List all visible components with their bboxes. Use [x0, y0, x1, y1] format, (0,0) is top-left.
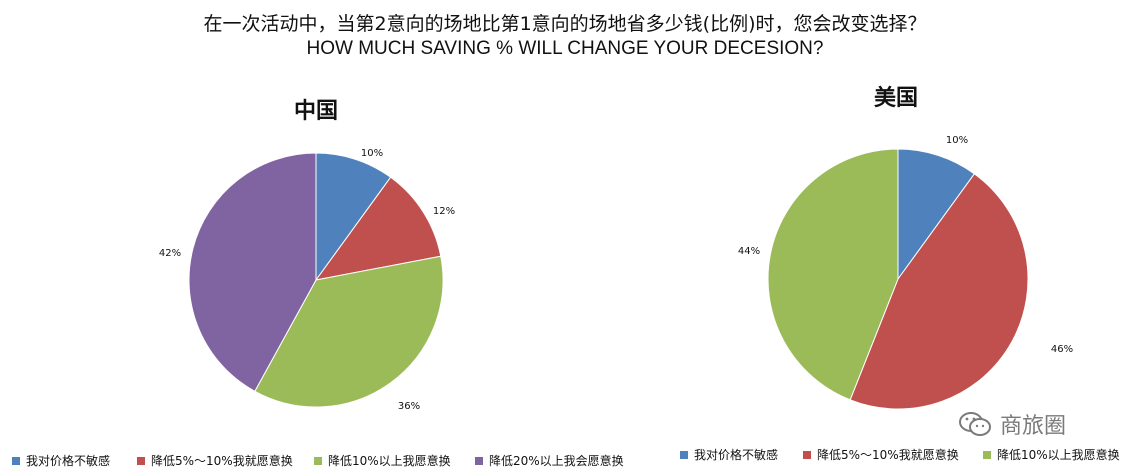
watermark-text: 商旅圈: [1000, 414, 1067, 439]
legend-item-0-2: 降低10%以上我愿意换: [314, 452, 451, 469]
legend-item-1-2: 降低10%以上我愿意换: [983, 446, 1120, 463]
data-label-0-2: 36%: [398, 401, 420, 412]
legend-label: 降低20%以上我会愿意换: [489, 454, 624, 468]
pie-slice-0-2: [254, 255, 444, 408]
pie-slice-1-2: [767, 148, 899, 401]
legend-item-0-3: 降低20%以上我会愿意换: [475, 452, 624, 469]
legend-swatch: [983, 450, 991, 459]
chart-title-cn: 在一次活动中，当第2意向的场地比第1意向的场地省多少钱(比例)时，您会改变选择？: [203, 13, 927, 35]
pie-slice-1-0: [897, 148, 976, 281]
legend-item-0-0: 我对价格不敏感: [12, 452, 110, 469]
data-label-1-2: 44%: [738, 246, 760, 257]
legend-label: 我对价格不敏感: [694, 448, 779, 462]
pie-slice-0-0: [315, 152, 392, 282]
watermark: 商旅圈: [958, 408, 1066, 440]
legend-label: 降低5%～10%我就愿意换: [817, 448, 959, 462]
chart-title-en: HOW MUCH SAVING % WILL CHANGE YOUR DECES…: [306, 38, 824, 59]
pie-slice-0-1: [314, 176, 442, 281]
legend-swatch: [803, 450, 811, 459]
legend-label: 我对价格不敏感: [26, 454, 111, 468]
pie-slice-0-3: [188, 152, 317, 392]
data-label-0-0: 10%: [361, 148, 383, 159]
legend-swatch: [12, 456, 20, 465]
legend-label: 降低10%以上我愿意换: [328, 454, 451, 468]
legend-swatch: [137, 456, 145, 465]
legend-item-1-0: 我对价格不敏感: [680, 446, 778, 463]
pie-title-0: 中国: [294, 99, 338, 124]
legend-swatch: [314, 456, 322, 465]
legend-label: 降低5%～10%我就愿意换: [151, 454, 293, 468]
pie-title-1: 美国: [874, 85, 918, 111]
data-label-1-0: 10%: [946, 135, 968, 146]
pie-slice-1-1: [849, 173, 1029, 410]
legend-swatch: [680, 450, 688, 459]
data-label-1-1: 46%: [1051, 344, 1073, 355]
legend-label: 降低10%以上我愿意换: [997, 448, 1120, 462]
legend-swatch: [475, 456, 483, 465]
data-label-0-3: 42%: [159, 248, 181, 259]
legend-item-1-1: 降低5%～10%我就愿意换: [803, 446, 959, 463]
legend-item-0-1: 降低5%～10%我就愿意换: [137, 452, 293, 469]
data-label-0-1: 12%: [433, 206, 455, 217]
wechat-icon: [959, 412, 991, 436]
